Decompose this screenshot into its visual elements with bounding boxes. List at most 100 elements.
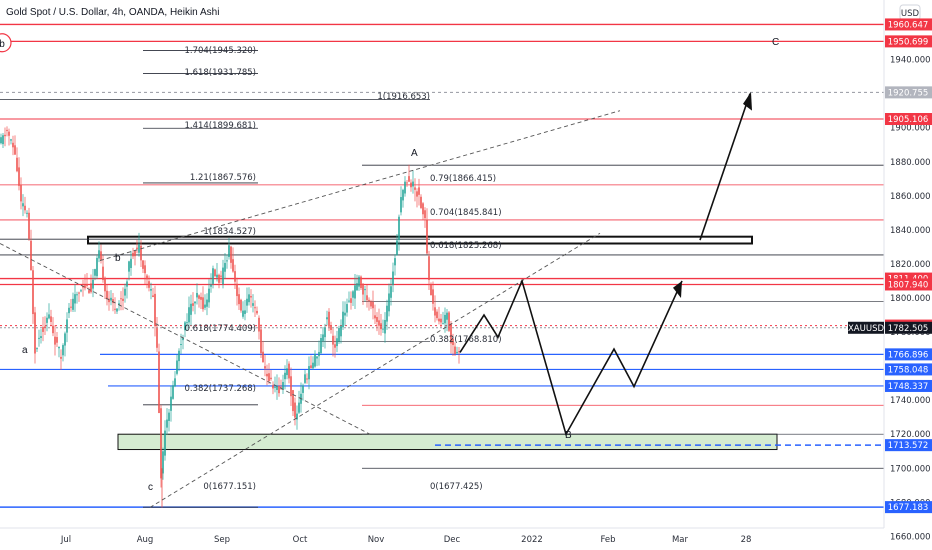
price-label-text: 1677.183 bbox=[888, 503, 929, 513]
circled-b-marker bbox=[0, 33, 12, 53]
fib-right-label: 0.382(1768.810) bbox=[430, 335, 502, 345]
price-label-box bbox=[885, 379, 932, 392]
price-label-box bbox=[885, 278, 932, 291]
candle-body bbox=[292, 390, 294, 412]
candle-body bbox=[434, 307, 436, 316]
candle-body bbox=[50, 316, 52, 322]
candle-body bbox=[220, 275, 222, 277]
candle-body bbox=[398, 216, 400, 240]
zones-layer bbox=[87, 235, 778, 451]
candle-body bbox=[442, 323, 444, 325]
fib-right-label: 0.618(1825.268) bbox=[430, 241, 502, 251]
candle-body bbox=[296, 413, 298, 420]
candle-body bbox=[52, 325, 54, 334]
candle-body bbox=[126, 281, 128, 287]
time-tick: Dec bbox=[444, 535, 461, 545]
candle-body bbox=[192, 303, 194, 306]
price-label-text: 1748.337 bbox=[888, 382, 929, 392]
candle-body bbox=[250, 296, 252, 298]
candle-body bbox=[72, 298, 74, 310]
candle-body bbox=[6, 129, 8, 131]
candle-body bbox=[26, 212, 28, 214]
candle-body bbox=[350, 298, 352, 303]
candle-body bbox=[56, 337, 58, 343]
candle-body bbox=[164, 430, 166, 456]
wave-label-A: A bbox=[411, 148, 418, 159]
candle-body bbox=[312, 362, 314, 369]
candle-body bbox=[106, 290, 108, 300]
candle-body bbox=[360, 276, 362, 289]
candle-body bbox=[22, 203, 24, 207]
candle-body bbox=[104, 277, 106, 292]
candle-body bbox=[308, 366, 310, 380]
candle-body bbox=[330, 325, 332, 330]
candle-body bbox=[274, 386, 276, 388]
candle-body bbox=[172, 385, 174, 399]
candle-body bbox=[408, 176, 410, 182]
candle-body bbox=[204, 304, 206, 308]
candle-body bbox=[54, 336, 56, 345]
time-tick: Oct bbox=[293, 535, 308, 545]
candle-body bbox=[74, 294, 76, 304]
candle-body bbox=[392, 271, 394, 286]
candle-body bbox=[70, 306, 72, 308]
candle-body bbox=[180, 343, 182, 345]
last-price-box bbox=[885, 321, 932, 334]
candle-body bbox=[254, 307, 256, 309]
candle-body bbox=[416, 191, 418, 197]
candle-body bbox=[276, 386, 278, 390]
candle-body bbox=[36, 348, 38, 350]
upper-channel-line bbox=[99, 110, 621, 261]
candle-body bbox=[448, 312, 450, 331]
symbol-badge bbox=[848, 321, 884, 334]
price-tick: 1860.000 bbox=[890, 192, 931, 202]
candle-body bbox=[124, 288, 126, 296]
candle-body bbox=[66, 319, 68, 333]
candle-body bbox=[268, 373, 270, 381]
candle-body bbox=[76, 294, 78, 296]
candle-body bbox=[136, 247, 138, 250]
candle-body bbox=[420, 196, 422, 208]
horizontal-lines-layer bbox=[0, 23, 884, 508]
candle-body bbox=[334, 344, 336, 348]
candle-body bbox=[438, 318, 440, 322]
candle-body bbox=[210, 284, 212, 287]
projected-path bbox=[459, 278, 683, 437]
candle-body bbox=[60, 356, 62, 359]
candle-body bbox=[404, 181, 406, 194]
candle-body bbox=[444, 314, 446, 324]
candle-body bbox=[270, 377, 272, 380]
candle-body bbox=[216, 274, 218, 278]
candle-body bbox=[144, 265, 146, 274]
wave-label-C: C bbox=[772, 37, 779, 48]
candle-body bbox=[184, 322, 186, 331]
candle-body bbox=[366, 295, 368, 301]
candle-body bbox=[166, 419, 168, 428]
candle-body bbox=[214, 269, 216, 277]
candle-body bbox=[252, 303, 254, 306]
candle-body bbox=[224, 262, 226, 272]
candle-body bbox=[378, 320, 380, 326]
wave-label-b: b bbox=[115, 253, 121, 264]
price-tick: 1800.000 bbox=[890, 294, 931, 304]
candle-body bbox=[320, 337, 322, 354]
candle-body bbox=[128, 261, 130, 272]
candle-body bbox=[88, 290, 90, 293]
candle-body bbox=[4, 134, 6, 137]
candle-body bbox=[376, 316, 378, 322]
candle-body bbox=[28, 212, 30, 239]
price-tick: 1700.000 bbox=[890, 464, 931, 474]
candle-body bbox=[196, 292, 198, 298]
candle-body bbox=[240, 299, 242, 311]
candle-body bbox=[326, 317, 328, 320]
fib-right-label: 0.704(1845.841) bbox=[430, 208, 502, 218]
candle-body bbox=[284, 372, 286, 380]
candle-body bbox=[272, 385, 274, 389]
candle-body bbox=[424, 210, 426, 219]
candle-body bbox=[212, 268, 214, 284]
price-tick: 1900.000 bbox=[890, 124, 931, 134]
fib-labels-layer: 1.704(1945.320) 1.618(1931.785) 1(1916.653… bbox=[184, 46, 501, 492]
time-axis-ticks: Jul Aug Sep Oct Nov Dec 2022 Feb Mar 28 bbox=[60, 535, 752, 545]
candle-body bbox=[96, 257, 98, 277]
